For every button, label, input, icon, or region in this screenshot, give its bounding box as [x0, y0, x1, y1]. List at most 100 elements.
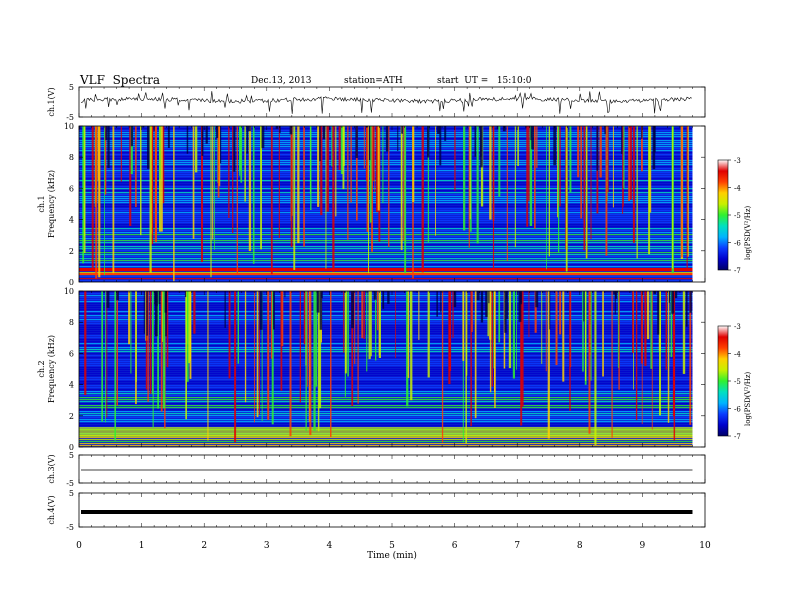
sferic-streak [558, 126, 560, 253]
frequency-band [79, 246, 693, 248]
sferic-streak [344, 291, 347, 374]
frequency-band [79, 170, 693, 172]
sferic-streak [267, 291, 270, 420]
sferic-streak [307, 291, 308, 387]
dropout-streak [164, 291, 167, 313]
sferic-streak [116, 291, 118, 406]
frequency-band [79, 439, 693, 441]
frequency-band [79, 132, 693, 134]
sferic-streak [149, 126, 152, 273]
sferic-streak [310, 126, 312, 210]
dropout-streak [153, 126, 155, 131]
sferic-streak [508, 291, 512, 369]
x-tick-label: 2 [201, 541, 207, 551]
dropout-streak [583, 291, 585, 322]
frequency-band [79, 365, 693, 367]
sferic-streak [366, 126, 369, 232]
sferic-streak [114, 291, 116, 441]
sferic-streak [583, 126, 586, 251]
dropout-streak [167, 126, 170, 148]
frequency-band [79, 250, 693, 252]
frequency-band [79, 423, 693, 425]
sferic-streak [607, 126, 609, 193]
frequency-band [79, 301, 693, 303]
sferic-streak [427, 126, 429, 243]
sferic-streak [388, 126, 390, 248]
sferic-streak [636, 126, 638, 259]
frequency-band [79, 347, 693, 349]
sferic-streak [261, 291, 263, 421]
frequency-band [79, 162, 693, 164]
y-tick-label: 5 [69, 451, 74, 460]
frequency-band [79, 389, 693, 391]
dropout-streak [519, 291, 523, 305]
sferic-streak [641, 291, 643, 425]
dropout-streak [496, 126, 499, 130]
y-tick-label: 8 [69, 318, 74, 327]
frequency-band [79, 142, 693, 144]
sferic-streak [672, 291, 675, 416]
sferic-streak [536, 126, 538, 168]
sferic-streak [248, 126, 252, 252]
frequency-band [79, 262, 693, 264]
sferic-streak [376, 126, 379, 213]
dropout-streak [436, 291, 438, 317]
dropout-streak [604, 126, 606, 135]
sferic-streak [303, 291, 306, 345]
frequency-band [79, 321, 693, 323]
y-tick-label: 5 [69, 489, 74, 498]
sferic-streak [149, 291, 152, 394]
dropout-streak [373, 291, 377, 300]
dropout-streak [273, 291, 275, 330]
dropout-streak [657, 291, 660, 335]
x-tick-label: 1 [139, 541, 145, 551]
frequency-band [79, 369, 693, 371]
start-time-label: start UT = 15:10:0 [437, 76, 532, 86]
sferic-streak [313, 291, 316, 431]
frequency-band [79, 172, 693, 174]
sferic-streak [489, 291, 492, 340]
sferic-streak [130, 291, 132, 374]
sferic-streak [192, 126, 195, 239]
x-tick-label: 5 [389, 541, 395, 551]
sferic-streak [259, 291, 260, 415]
sferic-streak [521, 291, 524, 407]
frequency-band [79, 150, 693, 152]
y-tick-label: 5 [69, 83, 74, 92]
dropout-streak [480, 291, 484, 323]
frequency-band [79, 134, 693, 136]
dropout-streak [224, 291, 226, 328]
dropout-streak [344, 291, 346, 293]
sferic-streak [320, 126, 323, 216]
dropout-streak [504, 291, 507, 333]
sferic-streak [562, 291, 565, 382]
frequency-band [79, 375, 693, 377]
dropout-streak [427, 126, 430, 158]
sferic-streak [201, 126, 203, 263]
frequency-band [79, 357, 693, 359]
sferic-streak [452, 291, 454, 338]
sferic-streak [492, 126, 495, 272]
sferic-streak [173, 126, 175, 282]
frequency-band [79, 421, 693, 423]
frequency-band [79, 295, 693, 297]
frequency-band [79, 337, 693, 339]
sferic-streak [526, 126, 529, 227]
dropout-streak [351, 291, 354, 329]
sferic-streak [290, 126, 293, 247]
frequency-band [79, 441, 693, 443]
dropout-streak [245, 126, 247, 128]
sferic-streak [363, 291, 365, 339]
y-tick-label: -5 [66, 113, 74, 122]
sferic-streak [252, 126, 255, 264]
frequency-band [79, 411, 693, 413]
dropout-streak [259, 291, 263, 330]
sferic-streak [407, 291, 410, 378]
dropout-streak [689, 291, 692, 313]
dropout-streak [675, 291, 678, 298]
dropout-streak [233, 126, 236, 172]
sferic-streak [672, 126, 674, 269]
frequency-band [79, 138, 693, 140]
frequency-band [79, 399, 693, 401]
